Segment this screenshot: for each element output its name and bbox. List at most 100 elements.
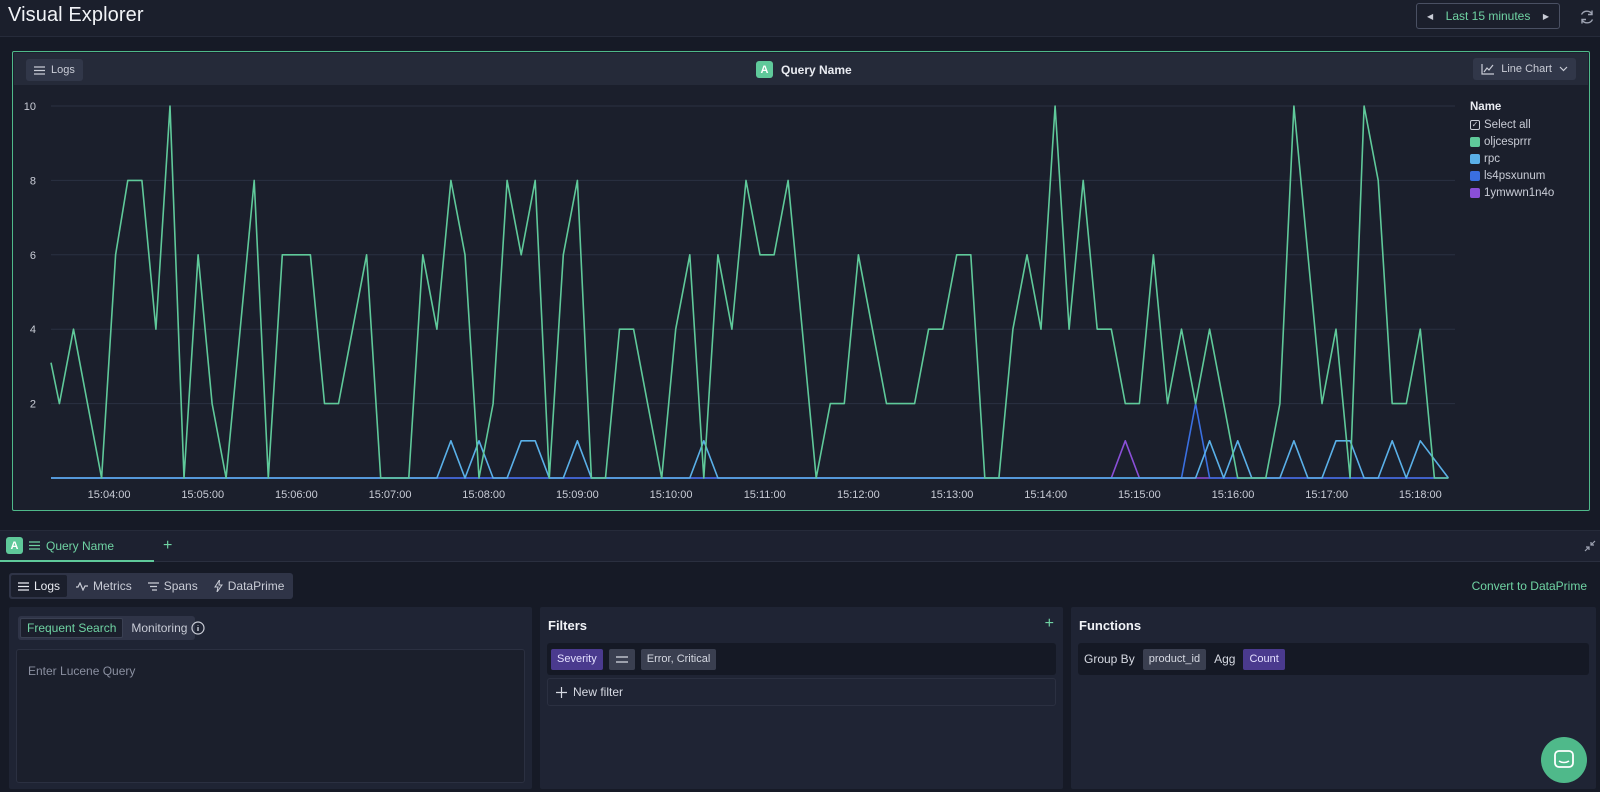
list-icon [18,581,29,591]
series-line-rpc [51,439,1450,479]
pulse-icon [76,581,89,591]
chart-type-label: Line Chart [1501,63,1552,75]
x-tick-label: 15:06:00 [275,489,318,501]
x-tick-label: 15:09:00 [556,489,599,501]
x-tick-label: 15:17:00 [1305,489,1348,501]
chat-button[interactable] [1541,737,1587,783]
series-line-1ymwwn1n4o [51,439,1449,479]
y-tick-label: 6 [30,250,36,262]
add-query-button[interactable]: + [163,537,173,554]
query-badge: A [6,537,23,554]
x-tick-label: 15:08:00 [462,489,505,501]
collapse-icon[interactable] [1584,540,1596,552]
tab-frequent-search[interactable]: Frequent Search [20,618,124,638]
tab-metrics[interactable]: Metrics [69,575,139,597]
chevron-down-icon [1559,66,1568,72]
chart-panel: Logs A Query Name Line Chart [12,51,1590,511]
filters-panel: Filters + Severity Error, Critical New f… [540,607,1063,789]
tab-dataprime-label: DataPrime [227,579,285,593]
legend-swatch [1470,153,1480,164]
tab-dataprime[interactable]: DataPrime [207,575,292,597]
tab-logs[interactable]: Logs [11,575,68,597]
chevron-left-icon[interactable]: ◀ [1427,11,1434,21]
legend-select-all[interactable]: ✓ Select all [1470,116,1554,133]
new-filter-label: New filter [573,685,624,699]
chart-header: Logs A Query Name Line Chart [14,53,1588,85]
tab-query-label: Query Name [46,538,115,553]
filter-field-chip[interactable]: Severity [551,648,603,670]
filter-row: Severity Error, Critical [547,643,1056,675]
agg-label: Agg [1214,652,1236,666]
agg-chip[interactable]: Count [1243,648,1285,670]
query-name-label: Query Name [781,62,852,77]
x-tick-label: 15:04:00 [88,489,131,501]
x-tick-label: 15:07:00 [369,489,412,501]
legend-item-label: rpc [1484,152,1500,165]
list-icon [34,65,45,75]
top-bar: Visual Explorer ◀ Last 15 minutes ▶ [0,0,1600,37]
legend-title: Name [1470,101,1502,113]
x-tick-label: 15:15:00 [1118,489,1161,501]
add-filter-button[interactable]: + [1044,615,1054,632]
x-tick-label: 15:16:00 [1212,489,1255,501]
legend-swatch [1470,136,1480,147]
tab-metrics-label: Metrics [93,579,132,593]
refresh-icon[interactable] [1578,8,1596,26]
y-tick-label: 2 [30,399,36,411]
time-range-picker[interactable]: ◀ Last 15 minutes ▶ [1416,3,1560,29]
functions-panel: Functions Group By product_id Agg Count [1071,607,1596,789]
legend-item[interactable]: 1ymwwn1n4o [1470,184,1554,201]
series-line-ls4psxunum [51,402,1449,479]
x-tick-label: 15:10:00 [650,489,693,501]
search-panel: Frequent Search Monitoring Enter Lucene … [9,607,532,789]
x-tick-label: 15:05:00 [181,489,224,501]
legend-item-label: 1ymwwn1n4o [1484,186,1555,199]
tab-query-a[interactable]: A Query Name [0,531,154,562]
chart-type-dropdown[interactable]: Line Chart [1473,58,1576,80]
legend-item[interactable]: ls4psxunum [1470,167,1554,184]
checkbox-checked-icon[interactable]: ✓ [1470,119,1480,130]
functions-row: Group By product_id Agg Count [1078,643,1589,675]
lightning-icon [213,580,223,592]
legend-select-all-label: Select all [1484,118,1531,131]
logs-source-label: Logs [51,64,75,76]
spans-icon [147,581,159,591]
tab-monitoring[interactable]: Monitoring [131,621,188,635]
tab-spans-label: Spans [163,579,198,593]
filters-title: Filters [548,618,588,633]
chart-query-title: A Query Name [756,61,852,78]
chevron-right-icon[interactable]: ▶ [1542,11,1549,21]
x-tick-label: 15:14:00 [1024,489,1067,501]
y-tick-label: 4 [30,324,36,336]
logs-source-chip[interactable]: Logs [26,59,83,81]
legend-item[interactable]: oljcesprrr [1470,133,1554,150]
chat-icon [1554,750,1574,768]
chart-legend: Name ✓ Select all oljcesprrr rpc ls4psxu… [1470,101,1554,201]
new-filter-button[interactable]: New filter [547,678,1056,706]
series-line-oljcesprrr [50,105,1449,479]
y-tick-label: 8 [30,175,36,187]
group-by-chip[interactable]: product_id [1142,648,1207,670]
x-tick-label: 15:13:00 [931,489,974,501]
convert-to-dataprime-link[interactable]: Convert to DataPrime [1471,579,1587,593]
list-icon [29,541,40,550]
source-switcher: Logs Metrics Spans DataPrime [9,573,294,599]
legend-item[interactable]: rpc [1470,150,1554,167]
x-tick-label: 15:12:00 [837,489,880,501]
x-tick-label: 15:11:00 [744,489,786,501]
plus-icon [556,686,567,698]
functions-title: Functions [1079,618,1142,633]
info-icon[interactable] [191,621,205,635]
filter-values-chip[interactable]: Error, Critical [640,648,717,670]
legend-item-label: ls4psxunum [1484,169,1546,182]
page-title: Visual Explorer [8,4,144,26]
legend-item-label: oljcesprrr [1484,135,1532,148]
y-tick-label: 10 [24,101,36,113]
line-chart: 2 4 6 8 10 15:04:00 15:05:00 15:06:00 15:07:00 15… [24,101,1455,501]
tab-logs-label: Logs [34,579,61,593]
lucene-query-input[interactable]: Enter Lucene Query [16,649,525,783]
tab-spans[interactable]: Spans [141,575,205,597]
legend-swatch [1470,187,1480,198]
equals-operator-icon[interactable] [608,648,635,670]
legend-swatch [1470,170,1480,181]
